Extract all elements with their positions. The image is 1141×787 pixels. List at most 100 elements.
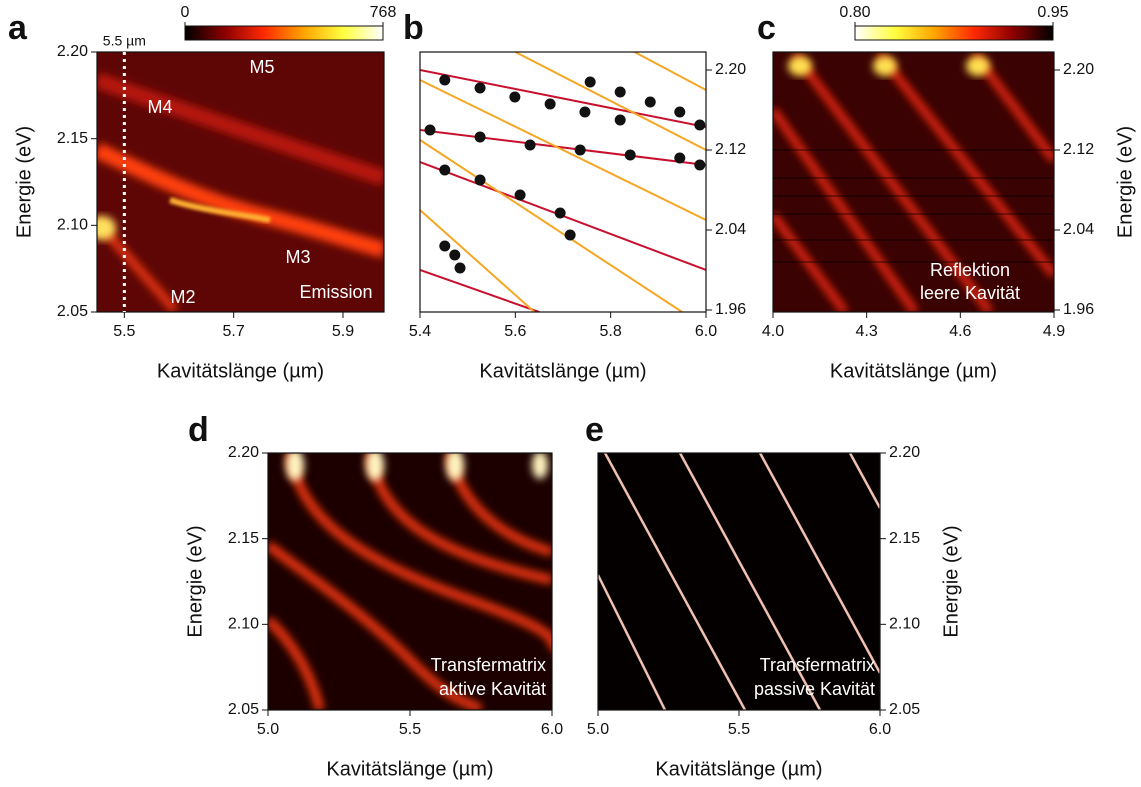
panel-label: b — [403, 9, 424, 47]
y-tick-label: 2.20 — [1063, 61, 1094, 78]
x-tick-label: 5.8 — [600, 323, 622, 340]
x-tick-label: 4.9 — [1043, 323, 1065, 340]
plot-b-bg — [420, 52, 706, 312]
data-point — [424, 124, 436, 136]
data-point — [439, 164, 451, 176]
panel-label: a — [8, 9, 28, 47]
y-axis-label: Energie (eV) — [940, 525, 962, 637]
data-point — [694, 119, 706, 131]
data-point — [439, 240, 451, 252]
x-tick-label: 5.0 — [587, 721, 609, 738]
data-point — [509, 91, 521, 103]
panel: 5.0 5.5 6.0 2.05 2.10 2.15 2.20 Kavitätslänge (… — [184, 411, 563, 780]
colorbar-tick-label: 768 — [370, 4, 397, 21]
annotation: M4 — [147, 97, 172, 117]
data-point — [614, 114, 626, 126]
x-tick-label: 5.7 — [223, 323, 245, 340]
y-tick-label: 2.05 — [57, 303, 88, 320]
panel: 5.5 5.7 5.9 2.05 2.10 2.15 2.20 Kavitätslänge (… — [8, 4, 396, 382]
y-tick-label: 1.96 — [715, 301, 746, 318]
x-tick-label: 6.0 — [869, 721, 891, 738]
x-tick-label: 4.3 — [856, 323, 878, 340]
y-tick-label: 2.05 — [228, 701, 259, 718]
colorbar-tick-label: 0 — [181, 4, 190, 21]
x-tick-label: 5.4 — [409, 323, 431, 340]
data-point — [674, 152, 686, 164]
heatmap-c — [773, 52, 1054, 312]
y-tick-label: 2.10 — [57, 217, 88, 234]
data-point — [554, 207, 566, 219]
colorbar-tick-label: 0.95 — [1037, 4, 1068, 21]
annotation: passive Kavität — [754, 679, 875, 699]
x-tick-label: 5.9 — [332, 323, 354, 340]
plot-frame — [772, 51, 1055, 313]
heatmap-d — [268, 453, 552, 710]
x-axis-label: Kavitätslänge (µm) — [326, 758, 493, 780]
y-tick-label: 2.20 — [715, 61, 746, 78]
data-point — [544, 98, 556, 110]
y-axis-label: Energie (eV) — [184, 525, 206, 637]
model-line — [634, 52, 706, 91]
x-tick-label: 6.0 — [695, 323, 717, 340]
y-tick-label: 2.12 — [715, 141, 746, 158]
data-point — [449, 249, 461, 261]
y-tick-label: 2.20 — [889, 444, 920, 461]
data-point — [674, 106, 686, 118]
y-tick-label: 2.15 — [228, 530, 259, 547]
panel-label: e — [585, 411, 604, 449]
y-tick-label: 2.12 — [1063, 141, 1094, 158]
colorbar — [854, 25, 1054, 41]
panel-label: d — [188, 411, 209, 449]
y-tick-label: 2.05 — [889, 701, 920, 718]
x-tick-label: 4.0 — [762, 323, 784, 340]
x-tick-label: 5.6 — [504, 323, 526, 340]
x-axis-label: Kavitätslänge (µm) — [655, 758, 822, 780]
data-point — [644, 96, 656, 108]
plot-frame — [96, 51, 385, 313]
y-axis-label: Energie (eV) — [1114, 126, 1136, 238]
colorbar-tick-label: 0.80 — [839, 4, 870, 21]
plot-frame — [419, 51, 707, 313]
y-tick-label: 2.04 — [1063, 221, 1094, 238]
y-tick-label: 2.20 — [57, 43, 88, 60]
data-point — [584, 76, 596, 88]
panel: 5.4 5.6 5.8 6.0 2.20 2.12 2.04 1.96 Kavitätsläng… — [403, 9, 746, 382]
data-point — [514, 189, 526, 201]
annotation: M2 — [170, 287, 195, 307]
y-axis-label: Energie (eV) — [13, 126, 35, 238]
x-tick-label: 5.5 — [728, 721, 750, 738]
annotation: M5 — [249, 57, 274, 77]
data-point — [614, 86, 626, 98]
panel-label: c — [757, 9, 776, 47]
x-axis-label: Kavitätslänge (µm) — [157, 360, 324, 382]
panel: 5.0 5.5 6.0 2.05 2.10 2.15 2.20 Kavitätslänge (… — [585, 411, 962, 780]
x-tick-label: 5.5 — [113, 323, 135, 340]
heatmap-a — [97, 52, 384, 312]
colorbar — [184, 25, 384, 41]
x-axis-label: Kavitätslänge (µm) — [479, 360, 646, 382]
y-tick-label: 2.04 — [715, 221, 746, 238]
data-point — [694, 159, 706, 171]
data-point — [564, 229, 576, 241]
model-line — [420, 79, 706, 221]
data-point — [439, 74, 451, 86]
data-point — [624, 149, 636, 161]
x-tick-label: 4.6 — [949, 323, 971, 340]
x-tick-label: 5.0 — [257, 721, 279, 738]
model-line — [420, 209, 536, 312]
chart-layer: 5.5 5.7 5.9 2.05 2.10 2.15 2.20 Kavitätslänge (… — [8, 4, 1136, 780]
model-line — [420, 269, 540, 312]
marker-label: 5.5 µm — [103, 33, 146, 49]
data-point — [579, 106, 591, 118]
x-tick-label: 6.0 — [541, 721, 563, 738]
y-tick-label: 1.96 — [1063, 301, 1094, 318]
heatmap-e — [598, 453, 880, 710]
data-point — [454, 262, 466, 274]
model-line — [514, 52, 706, 151]
y-tick-label: 2.20 — [228, 444, 259, 461]
annotation: leere Kavität — [920, 283, 1020, 303]
panel: 4.0 4.3 4.6 4.9 2.20 2.12 2.04 1.96 Kavitätsläng… — [757, 4, 1136, 382]
data-point — [524, 139, 536, 151]
model-line — [420, 69, 706, 128]
